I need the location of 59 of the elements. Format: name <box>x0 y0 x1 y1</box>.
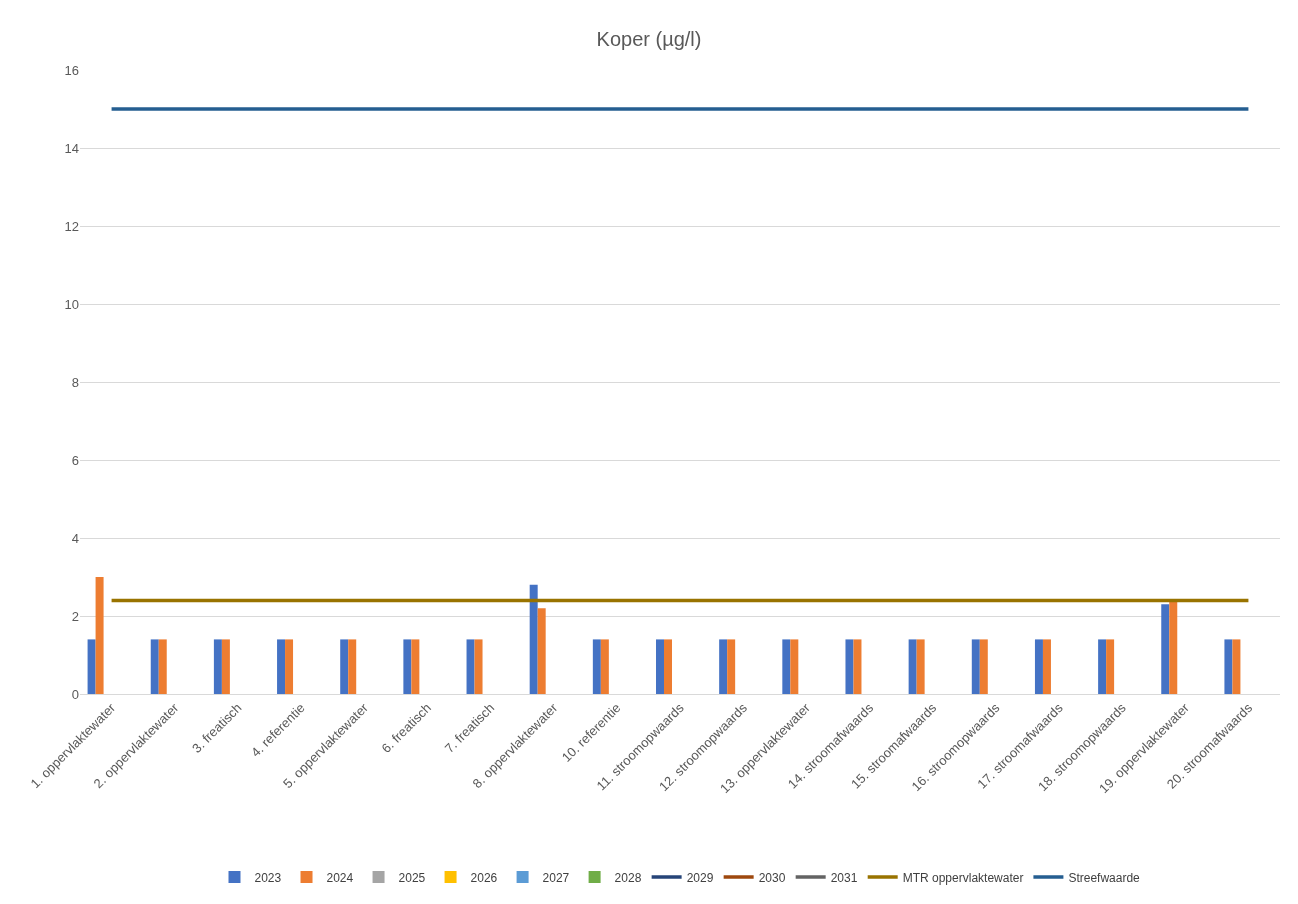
bar <box>1161 604 1170 694</box>
y-tick-label: 12 <box>64 218 79 234</box>
y-tick-label: 2 <box>71 608 79 624</box>
legend-label: 2023 <box>254 870 282 885</box>
bar <box>348 639 357 694</box>
bar <box>971 639 980 694</box>
bar <box>87 639 96 694</box>
y-tick-label: 4 <box>71 530 79 546</box>
bar <box>529 584 538 694</box>
legend-label: 2031 <box>830 870 858 885</box>
legend-label: 2025 <box>398 870 426 885</box>
bar <box>845 639 854 694</box>
bar <box>1169 600 1178 694</box>
bar <box>1232 639 1241 694</box>
y-tick-label: 16 <box>64 62 79 78</box>
legend-label: 2028 <box>614 870 642 885</box>
legend-label: 2027 <box>542 870 570 885</box>
bar <box>403 639 412 694</box>
bar <box>908 639 917 694</box>
legend-label: MTR oppervlaktewater <box>902 870 1024 885</box>
legend-label: 2029 <box>686 870 714 885</box>
legend-label: Streefwaarde <box>1068 870 1141 885</box>
bar <box>1042 639 1051 694</box>
bar <box>411 639 420 694</box>
y-tick-label: 0 <box>71 686 79 702</box>
bar <box>916 639 925 694</box>
bar <box>1098 639 1107 694</box>
bar <box>277 639 286 694</box>
bar <box>150 639 159 694</box>
bar <box>592 639 601 694</box>
legend-label: 2030 <box>758 870 786 885</box>
bar <box>158 639 167 694</box>
y-tick-label: 6 <box>71 452 79 468</box>
bar <box>782 639 791 694</box>
y-tick-label: 10 <box>64 296 79 312</box>
y-tick-label: 8 <box>71 374 79 390</box>
y-tick-label: 14 <box>64 140 79 156</box>
bar <box>537 608 546 694</box>
bar <box>213 639 222 694</box>
bar <box>285 639 294 694</box>
legend-label: 2024 <box>326 870 354 885</box>
bar <box>656 639 664 694</box>
bar <box>979 639 988 694</box>
bar <box>1106 639 1115 694</box>
legend-label: 2026 <box>470 870 498 885</box>
bar <box>727 639 736 694</box>
bar <box>790 639 799 694</box>
bar <box>221 639 230 694</box>
bar <box>340 639 349 694</box>
bar <box>853 639 862 694</box>
bar <box>719 639 728 694</box>
chart-title: Koper (µg/l) <box>596 27 702 50</box>
bar <box>1034 639 1043 694</box>
bar <box>1224 639 1233 694</box>
bar <box>466 639 475 694</box>
bar <box>664 639 672 694</box>
bar <box>474 639 483 694</box>
bar <box>95 577 104 694</box>
bar <box>600 639 609 694</box>
